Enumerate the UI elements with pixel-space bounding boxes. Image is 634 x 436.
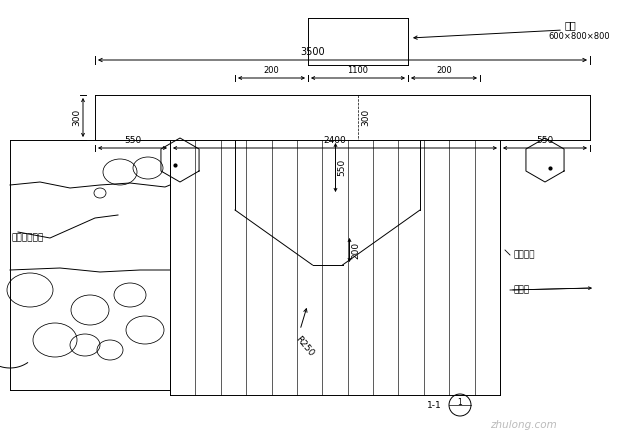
Text: 550: 550 (536, 136, 553, 145)
Text: 550: 550 (124, 136, 141, 145)
Text: 3500: 3500 (300, 47, 325, 57)
Text: 200: 200 (351, 242, 361, 259)
Text: 级配: 级配 (565, 20, 577, 30)
Text: zhulong.com: zhulong.com (490, 420, 557, 430)
Text: 200: 200 (436, 66, 452, 75)
Text: 成品陶羐: 成品陶羐 (513, 251, 534, 259)
Text: 600×800×800: 600×800×800 (548, 32, 610, 41)
Text: 2400: 2400 (323, 136, 346, 145)
Text: 1100: 1100 (347, 66, 368, 75)
Text: 300: 300 (361, 109, 370, 126)
Text: 水槽盖: 水槽盖 (513, 286, 529, 294)
Text: 各类花洒电产: 各类花洒电产 (12, 234, 44, 242)
Text: 300: 300 (72, 109, 81, 126)
Text: 1-1: 1-1 (427, 401, 442, 409)
Text: 1: 1 (458, 398, 462, 406)
Text: 200: 200 (264, 66, 280, 75)
Text: 550: 550 (337, 159, 347, 176)
Text: R250: R250 (294, 335, 316, 359)
